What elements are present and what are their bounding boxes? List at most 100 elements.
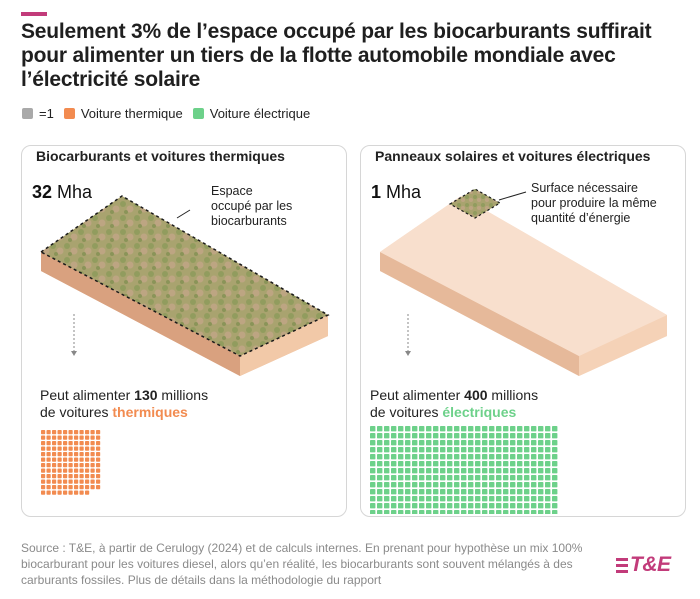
thermal-car-unit — [85, 463, 90, 468]
electric-car-unit — [447, 510, 453, 514]
electric-car-unit — [475, 440, 481, 446]
legend-item-thermal: Voiture thermique — [63, 106, 183, 121]
electric-car-unit — [531, 510, 537, 514]
electric-car-unit — [412, 447, 418, 453]
electric-car-unit — [482, 468, 488, 474]
electric-car-unit — [482, 489, 488, 495]
electric-car-unit — [398, 503, 404, 509]
electric-car-unit — [412, 510, 418, 514]
electric-car-unit — [426, 454, 432, 460]
electric-car-unit — [384, 426, 390, 432]
electric-car-unit — [482, 496, 488, 502]
thermal-car-unit — [46, 430, 51, 435]
electric-car-unit — [370, 468, 376, 474]
electric-car-unit — [524, 489, 530, 495]
legend: =1 Voiture thermique Voiture électrique — [22, 106, 320, 121]
solar-result-line2: de voitures — [370, 404, 443, 420]
electric-car-unit — [538, 503, 544, 509]
biofuel-result-highlight: thermiques — [112, 404, 188, 420]
thermal-car-unit — [52, 468, 57, 473]
electric-car-unit — [405, 440, 411, 446]
electric-car-unit — [377, 440, 383, 446]
thermal-car-unit — [46, 452, 51, 457]
electric-car-unit — [475, 510, 481, 514]
electric-car-unit — [552, 461, 558, 467]
solar-annotation-line: Surface nécessaire — [531, 181, 639, 195]
electric-car-unit — [440, 510, 446, 514]
biofuel-annotation-line: biocarburants — [211, 214, 287, 228]
thermal-car-unit — [41, 457, 46, 462]
electric-car-unit — [517, 482, 523, 488]
electric-car-unit — [405, 503, 411, 509]
thermal-car-unit — [52, 485, 57, 490]
electric-car-unit — [517, 489, 523, 495]
thermal-car-unit — [96, 479, 101, 484]
thermal-car-unit — [74, 441, 79, 446]
electric-car-unit — [468, 454, 474, 460]
thermal-car-unit — [57, 468, 62, 473]
thermal-car-unit — [46, 435, 51, 440]
electric-car-unit — [398, 475, 404, 481]
electric-car-unit — [440, 454, 446, 460]
electric-car-unit — [447, 489, 453, 495]
electric-car-unit — [447, 426, 453, 432]
electric-car-unit — [405, 510, 411, 514]
electric-car-unit — [377, 510, 383, 514]
thermal-car-unit — [46, 441, 51, 446]
electric-car-unit — [468, 496, 474, 502]
thermal-car-unit — [57, 474, 62, 479]
electric-car-unit — [545, 468, 551, 474]
solar-area-value: 1 — [371, 182, 382, 202]
electric-car-unit — [517, 447, 523, 453]
electric-car-unit — [412, 475, 418, 481]
thermal-car-unit — [74, 430, 79, 435]
thermal-car-unit — [74, 490, 79, 495]
electric-car-unit — [531, 489, 537, 495]
electric-car-unit — [398, 489, 404, 495]
thermal-car-unit — [68, 446, 73, 451]
electric-car-unit — [419, 440, 425, 446]
biofuel-annotation: Espace occupé par les biocarburants — [211, 184, 292, 229]
electric-car-unit — [419, 433, 425, 439]
thermal-car-unit — [68, 435, 73, 440]
electric-car-unit — [419, 426, 425, 432]
thermal-car-unit — [57, 435, 62, 440]
electric-car-unit — [370, 503, 376, 509]
electric-car-unit — [433, 461, 439, 467]
thermal-car-unit — [85, 430, 90, 435]
electric-car-unit — [475, 503, 481, 509]
electric-car-unit — [412, 468, 418, 474]
electric-car-unit — [447, 440, 453, 446]
biofuel-result-line2: de voitures — [40, 404, 113, 420]
electric-car-unit — [552, 482, 558, 488]
electric-car-unit — [538, 454, 544, 460]
electric-car-unit — [426, 475, 432, 481]
solar-result-number: 400 — [464, 387, 488, 403]
solar-result-suffix: millions — [487, 387, 539, 403]
thermal-car-unit — [68, 463, 73, 468]
thermal-car-unit — [41, 435, 46, 440]
electric-car-unit — [468, 447, 474, 453]
electric-car-unit — [461, 468, 467, 474]
electric-car-unit — [538, 510, 544, 514]
thermal-car-unit — [90, 430, 95, 435]
electric-car-unit — [545, 433, 551, 439]
electric-car-unit — [496, 447, 502, 453]
thermal-car-unit — [79, 485, 84, 490]
thermal-car-unit — [90, 474, 95, 479]
electric-car-unit — [531, 496, 537, 502]
electric-car-unit — [461, 461, 467, 467]
thermal-car-unit — [52, 446, 57, 451]
electric-car-unit — [538, 426, 544, 432]
electric-car-unit — [440, 426, 446, 432]
thermal-car-unit — [79, 490, 84, 495]
electric-car-unit — [475, 426, 481, 432]
electric-car-unit — [440, 440, 446, 446]
electric-car-unit — [461, 426, 467, 432]
electric-car-unit — [461, 482, 467, 488]
electric-car-unit — [503, 461, 509, 467]
electric-car-unit — [510, 496, 516, 502]
thermal-car-unit — [79, 435, 84, 440]
solar-result: Peut alimenter 400 millions de voitures … — [370, 387, 538, 421]
electric-car-unit — [433, 447, 439, 453]
